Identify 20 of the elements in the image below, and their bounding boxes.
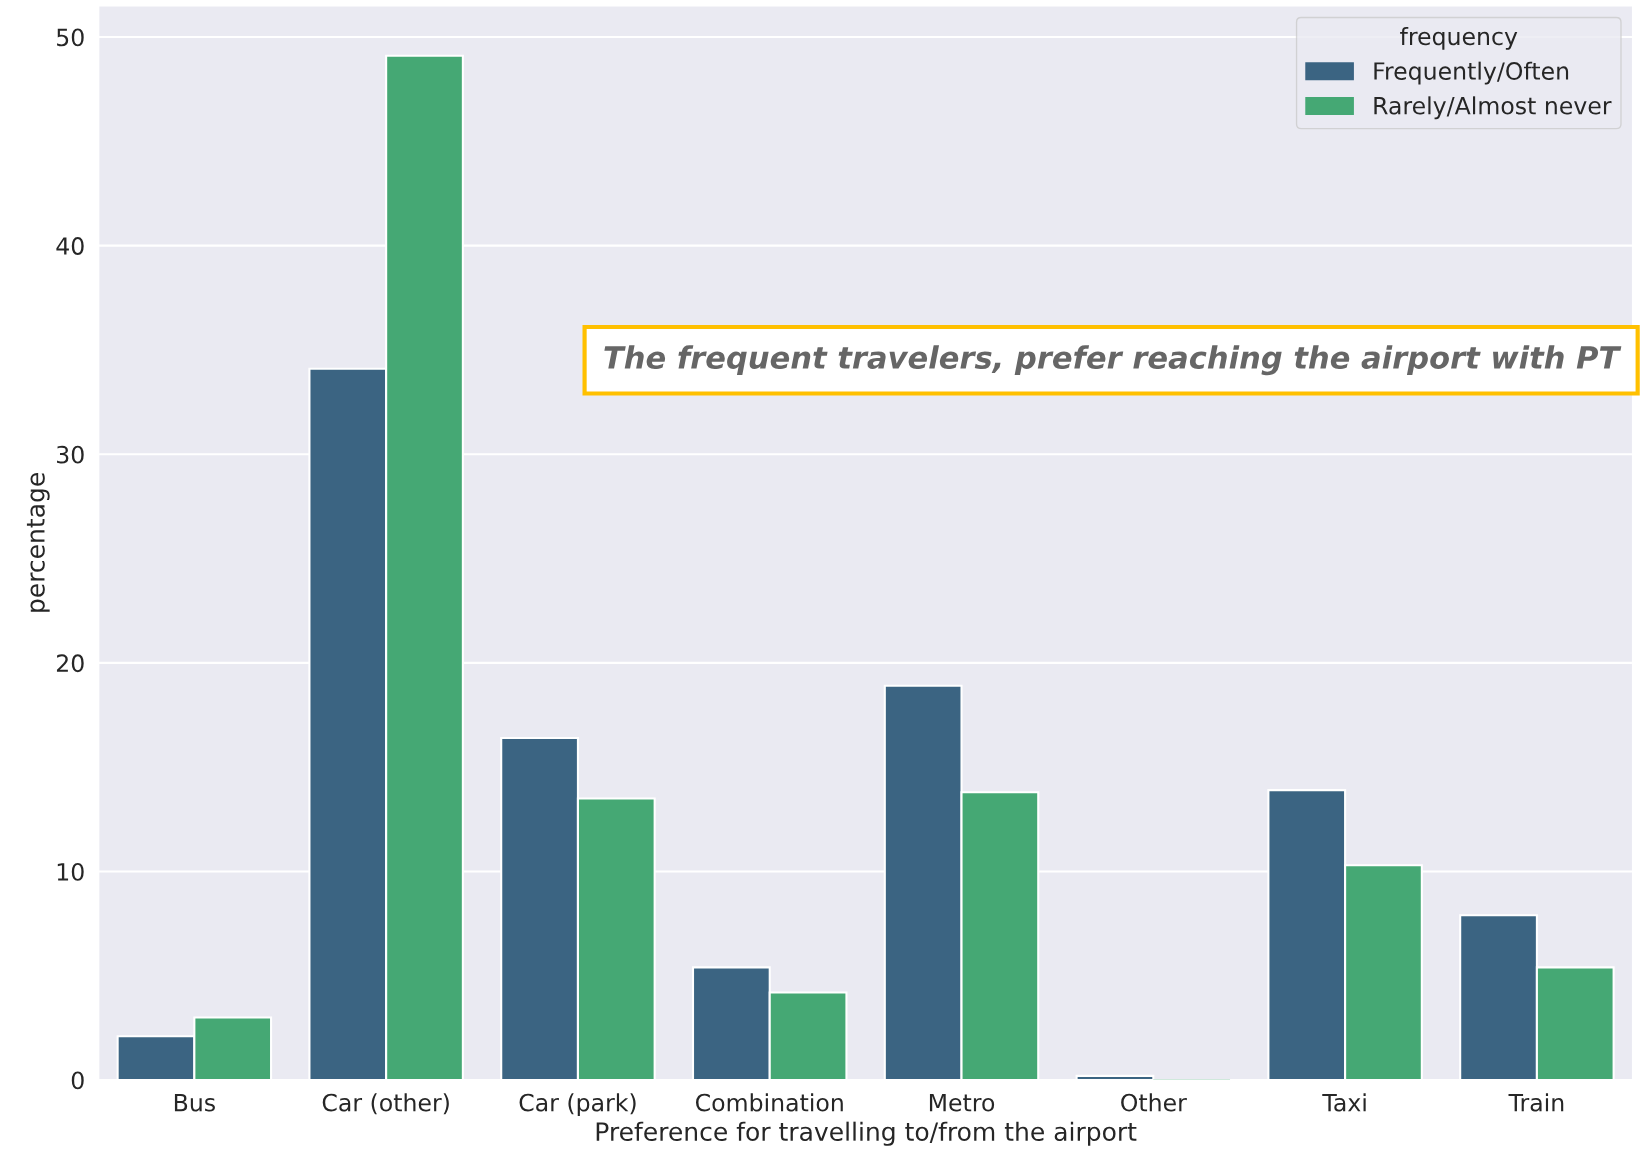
x-tick-label: Metro [929,1093,995,1112]
x-tick-label: Other [1121,1093,1187,1112]
y-tick-label: 0 [71,1071,84,1090]
legend-label: Frequently/Often [1374,61,1569,85]
legend-label: Rarely/Almost never [1374,96,1612,120]
y-axis-title: percentage [26,473,50,612]
x-tick-label: Train [1508,1093,1564,1112]
y-tick-label: 20 [56,654,84,673]
y-tick-label: 30 [57,445,84,464]
x-tick-label: Combination [695,1093,843,1112]
legend-title: frequency [1400,26,1518,50]
x-tick-label: Taxi [1322,1093,1366,1112]
x-tick-label: Car (park) [519,1093,636,1117]
x-tick-label: Car (other) [322,1093,449,1115]
y-tick-label: 10 [57,862,84,881]
annotation: The frequent travelers, prefer reaching the airport with PT [604,345,1622,376]
y-tick-label: 40 [56,237,84,255]
x-tick-label: Bus [174,1093,215,1112]
x-axis-title: Preference for travelling to/from the airport [596,1121,1137,1146]
y-tick-label: 50 [57,28,84,47]
